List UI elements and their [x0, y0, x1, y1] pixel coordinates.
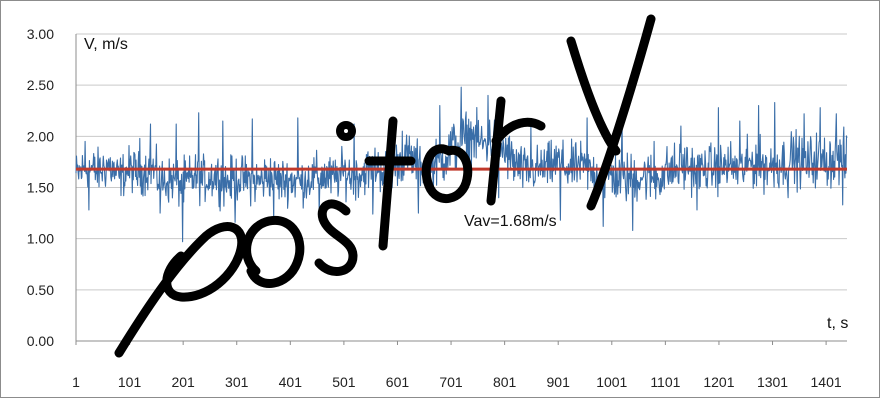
- average-annotation: Vav=1.68m/s: [464, 213, 557, 230]
- y-tick-label: 0.00: [27, 333, 54, 349]
- series-layer: [75, 86, 848, 243]
- x-tick-label: 1401: [811, 374, 842, 390]
- x-tick-label: 1: [72, 374, 80, 390]
- velocity-series-line: [75, 86, 848, 243]
- x-tick-label: 1101: [650, 374, 680, 390]
- x-tick-label: 301: [225, 374, 249, 390]
- annotation-layer: Vav=1.68m/s: [464, 213, 557, 230]
- x-tick-label: 501: [332, 374, 356, 390]
- x-tick-label: 1201: [703, 374, 734, 390]
- y-tick-label: 2.00: [27, 128, 54, 144]
- y-tick-label: 3.00: [27, 26, 54, 42]
- x-tick-label: 901: [547, 374, 571, 390]
- y-tick-labels: 0.00 0.50 1.00 1.50 2.00 2.50 3.00: [27, 26, 54, 349]
- x-tick-label: 1001: [596, 374, 627, 390]
- y-tick-label: 0.50: [27, 282, 54, 298]
- x-tick-labels: 1 101 201 301 401 501 601 701 801 901 1001 1101 1201…: [72, 341, 842, 390]
- x-tick-label: 601: [386, 374, 410, 390]
- x-tick-label: 401: [279, 374, 303, 390]
- x-tick-label: 701: [439, 374, 463, 390]
- y-tick-label: 2.50: [27, 77, 54, 93]
- x-tick-label: 801: [493, 374, 517, 390]
- y-tick-label: 1.00: [27, 231, 54, 247]
- x-tick-label: 201: [171, 374, 195, 390]
- watermark-logo: [114, 14, 656, 358]
- x-tick-label: 101: [118, 374, 142, 390]
- y-tick-label: 1.50: [27, 180, 54, 196]
- x-tick-label: 1301: [757, 374, 788, 390]
- y-axis-title: V, m/s: [84, 36, 128, 53]
- x-axis-title: t, s: [827, 315, 848, 332]
